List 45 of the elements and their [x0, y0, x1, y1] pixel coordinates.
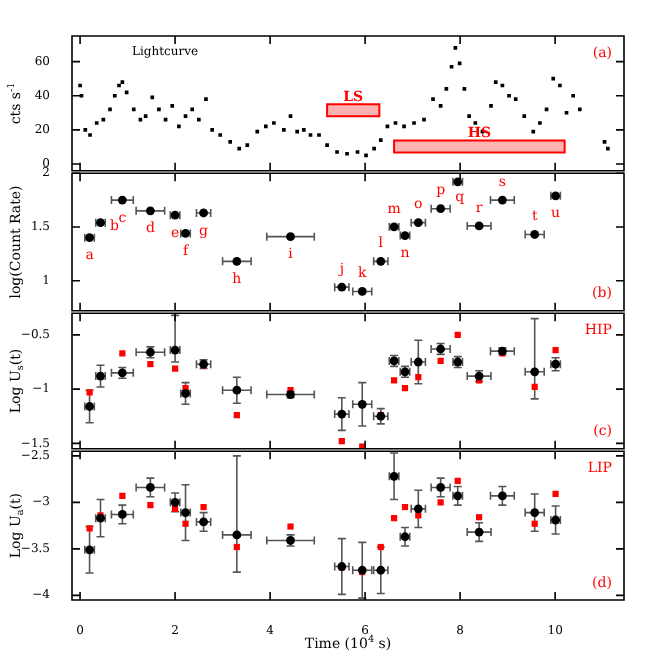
point: [436, 204, 446, 214]
point: [474, 527, 484, 537]
point: [287, 523, 294, 530]
point: [357, 287, 367, 296]
point: [476, 514, 483, 521]
point: [147, 361, 154, 368]
point: [286, 232, 295, 242]
point: [233, 543, 240, 551]
point: [171, 365, 179, 372]
point: [117, 195, 127, 205]
point: [415, 374, 422, 381]
point: [454, 331, 461, 339]
point: [401, 384, 409, 392]
point: [401, 503, 409, 511]
point: [357, 399, 367, 409]
point: [437, 357, 444, 365]
point: [390, 377, 398, 384]
point: [530, 230, 540, 239]
point: [182, 520, 189, 527]
point: [119, 492, 126, 499]
point: [377, 543, 384, 551]
point: [232, 530, 242, 540]
point: [232, 256, 242, 266]
point: [530, 508, 540, 517]
point: [454, 477, 461, 485]
point: [531, 520, 538, 527]
point: [474, 221, 484, 231]
point: [530, 367, 540, 377]
point: [145, 483, 155, 492]
point: [338, 438, 345, 445]
point: [552, 490, 559, 498]
point: [531, 383, 538, 391]
point: [117, 510, 127, 519]
point: [437, 499, 444, 506]
point: [390, 515, 398, 522]
point: [147, 502, 154, 509]
point: [200, 503, 207, 511]
point: [145, 206, 155, 216]
point: [86, 389, 93, 396]
point: [233, 412, 240, 419]
point: [552, 346, 559, 354]
point: [119, 350, 126, 357]
point: [232, 385, 242, 395]
point: [497, 195, 507, 205]
point: [86, 525, 93, 532]
